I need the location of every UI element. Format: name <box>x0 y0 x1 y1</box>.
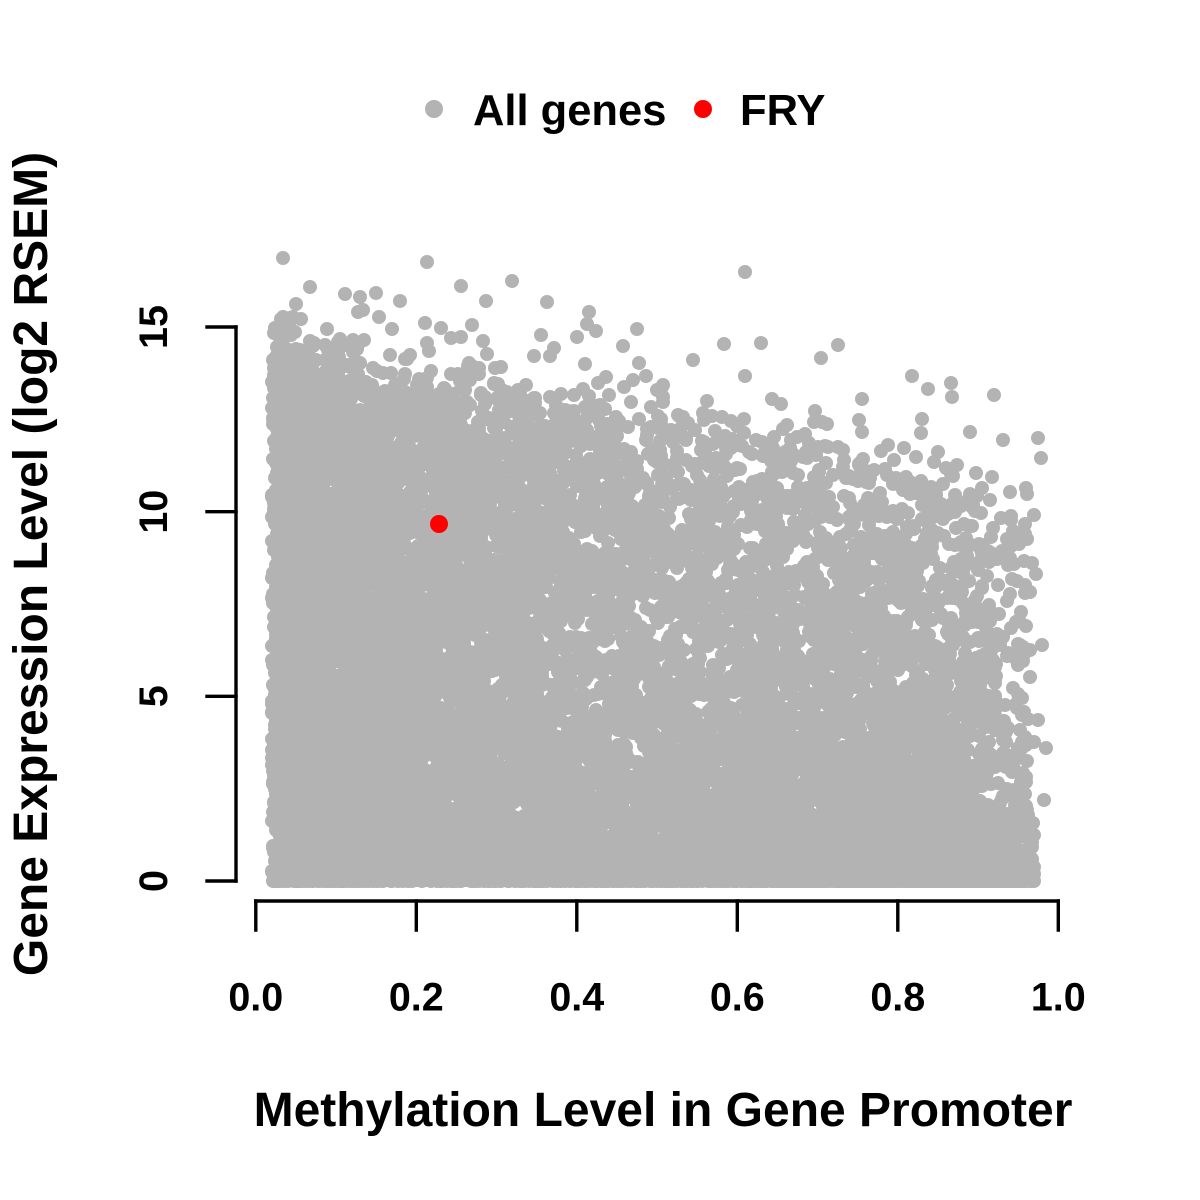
svg-text:Gene Expression Level (log2 RS: Gene Expression Level (log2 RSEM) <box>5 152 58 976</box>
svg-text:FRY: FRY <box>740 87 825 135</box>
svg-text:5: 5 <box>132 685 176 707</box>
svg-text:Methylation Level in Gene Prom: Methylation Level in Gene Promoter <box>254 1084 1073 1137</box>
svg-text:15: 15 <box>132 305 176 349</box>
svg-text:0.0: 0.0 <box>228 976 283 1020</box>
svg-text:1.0: 1.0 <box>1031 976 1086 1020</box>
svg-text:0: 0 <box>132 870 176 892</box>
svg-text:0.2: 0.2 <box>389 976 444 1020</box>
svg-text:0.6: 0.6 <box>710 976 765 1020</box>
svg-text:0.8: 0.8 <box>870 976 925 1020</box>
svg-text:0.4: 0.4 <box>549 976 604 1020</box>
svg-text:All genes: All genes <box>473 87 666 135</box>
svg-text:10: 10 <box>132 490 176 534</box>
